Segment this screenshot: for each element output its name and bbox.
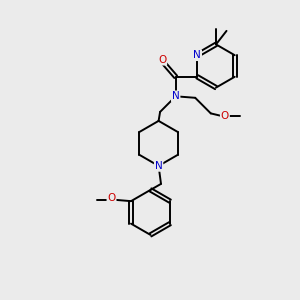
Text: O: O (107, 193, 116, 203)
Text: O: O (158, 55, 166, 65)
Text: O: O (221, 111, 229, 122)
Text: N: N (172, 91, 180, 101)
Text: N: N (155, 161, 163, 171)
Text: N: N (194, 50, 201, 60)
